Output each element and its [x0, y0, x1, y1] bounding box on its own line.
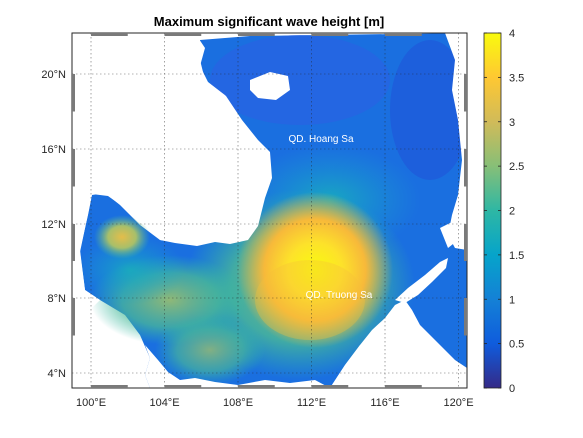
y-tick-labels: 20°N 16°N 12°N 8°N 4°N [41, 69, 66, 380]
annotation-hoang-sa: QD. Hoang Sa [288, 134, 353, 145]
colorbar: 0 0.5 1 1.5 2 2.5 3 3.5 4 [483, 28, 524, 395]
colorbar-tick-label: 3 [509, 117, 515, 129]
land-china [72, 33, 272, 255]
land-taiwan [455, 33, 467, 60]
land-philippines [445, 33, 467, 250]
y-tick-label: 16°N [41, 144, 66, 156]
land-indochina-south [72, 252, 100, 388]
land-borneo-malaysia [145, 345, 330, 388]
colorbar-tick-label: 2 [509, 206, 515, 218]
y-tick-label: 20°N [41, 69, 66, 81]
colorbar-ticks: 0 0.5 1 1.5 2 2.5 3 3.5 4 [484, 28, 524, 395]
grid-lines [72, 33, 467, 388]
colorbar-tick-label: 4 [509, 28, 515, 40]
chart-title: Maximum significant wave height [m] [154, 14, 384, 29]
x-tick-label: 100°E [76, 397, 106, 409]
x-tick-label: 104°E [149, 397, 179, 409]
colorbar-tick-label: 1.5 [509, 250, 524, 262]
x-tick-label: 112°E [297, 397, 326, 409]
y-tick-label: 8°N [48, 293, 67, 305]
land-hainan [250, 72, 290, 100]
wave-field [72, 33, 467, 388]
x-tick-label: 120°E [443, 397, 473, 409]
land-palawan [395, 258, 448, 303]
colorbar-tick-label: 0 [509, 383, 515, 395]
x-tick-labels: 100°E 104°E 108°E 112°E 116°E 120°E [76, 397, 474, 409]
y-tick-label: 4°N [48, 368, 67, 380]
colorbar-tick-label: 0.5 [509, 339, 524, 351]
x-tick-label: 108°E [223, 397, 253, 409]
annotation-truong-sa: QD. Truong Sa [306, 290, 373, 301]
map-frame [71, 32, 468, 389]
y-tick-label: 12°N [41, 219, 66, 231]
x-tick-label: 116°E [370, 397, 399, 409]
colorbar-tick-label: 3.5 [509, 72, 524, 84]
land-borneo-north [330, 300, 467, 388]
colorbar-tick-label: 1 [509, 294, 515, 306]
map-axes: QD. Hoang Sa QD. Truong Sa [71, 32, 468, 389]
land-mindoro [440, 222, 458, 248]
colorbar-tick-label: 2.5 [509, 161, 524, 173]
